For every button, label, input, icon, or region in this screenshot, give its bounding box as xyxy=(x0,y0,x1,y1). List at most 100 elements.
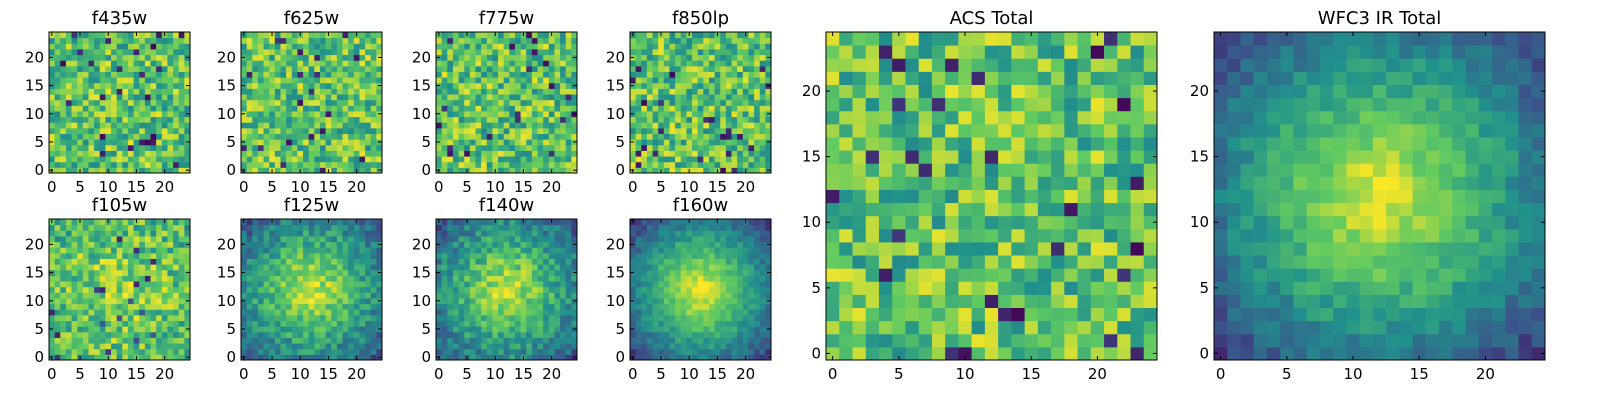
heatmap-cell xyxy=(565,235,572,243)
heatmap-cell xyxy=(531,354,539,361)
heatmap-cell xyxy=(342,161,349,168)
heatmap-cell xyxy=(303,71,310,78)
heatmap-cell xyxy=(82,343,89,350)
heatmap-cell xyxy=(94,337,101,344)
heatmap-cell xyxy=(359,275,366,282)
heatmap-cell xyxy=(531,320,539,327)
heatmap-cell xyxy=(765,127,772,135)
heatmap-cell xyxy=(486,297,493,305)
heatmap-cell xyxy=(498,343,505,350)
heatmap-cell xyxy=(692,275,699,282)
heatmap-cell xyxy=(458,65,465,72)
heatmap-cell xyxy=(88,77,95,84)
heatmap-cell xyxy=(150,54,157,61)
heatmap-cell xyxy=(565,309,572,316)
heatmap-cell xyxy=(348,269,355,276)
heatmap-cell xyxy=(503,37,510,44)
heatmap-cell xyxy=(246,139,253,146)
heatmap-cell xyxy=(178,219,185,226)
heatmap-cell xyxy=(348,156,355,163)
heatmap-cell xyxy=(641,94,648,101)
heatmap-cell xyxy=(49,314,56,322)
heatmap-cell xyxy=(252,94,259,101)
heatmap-cell xyxy=(754,127,761,135)
heatmap-cell xyxy=(458,241,465,248)
heatmap-cell xyxy=(754,286,761,293)
heatmap-cell xyxy=(652,326,659,333)
heatmap-cell xyxy=(54,105,61,112)
heatmap-cell xyxy=(150,88,157,95)
heatmap-cell xyxy=(376,127,383,135)
heatmap-cell xyxy=(241,161,248,168)
heatmap-cell xyxy=(133,264,140,271)
heatmap-cell xyxy=(94,150,101,157)
heatmap-cell xyxy=(94,281,101,288)
heatmap-cell xyxy=(257,314,265,322)
heatmap-cell xyxy=(308,224,315,231)
heatmap-cell xyxy=(376,43,383,50)
heatmap-cell xyxy=(122,314,129,322)
heatmap-cell xyxy=(54,99,61,106)
heatmap-cell xyxy=(514,77,522,84)
heatmap-cell xyxy=(252,150,259,157)
heatmap-cell xyxy=(370,32,377,39)
heatmap-cell xyxy=(646,343,654,350)
heatmap-cell xyxy=(481,252,488,259)
heatmap-cell xyxy=(697,337,704,344)
heatmap-cell xyxy=(150,269,157,276)
heatmap-cell xyxy=(336,252,344,259)
heatmap-cell xyxy=(571,77,578,84)
x-tick-label: 5 xyxy=(462,178,472,196)
heatmap-cell xyxy=(630,105,637,112)
heatmap-cell xyxy=(246,122,253,129)
heatmap-cell xyxy=(452,219,460,226)
heatmap-cell xyxy=(241,127,248,135)
heatmap-cell xyxy=(263,219,270,226)
heatmap-cell xyxy=(60,65,67,72)
heatmap-cell xyxy=(150,161,157,168)
heatmap-cell xyxy=(520,314,527,322)
heatmap-cell xyxy=(60,286,67,293)
heatmap-cell xyxy=(139,122,146,129)
heatmap-cell xyxy=(111,167,118,174)
heatmap-cell xyxy=(486,224,493,231)
heatmap-cell xyxy=(560,252,567,259)
heatmap-cell xyxy=(526,150,533,157)
x-tick-label: 0 xyxy=(239,365,249,383)
heatmap-cell xyxy=(658,161,665,168)
heatmap-cell xyxy=(526,65,533,72)
heatmap-cell xyxy=(537,32,544,39)
heatmap-cell xyxy=(754,309,761,316)
heatmap-cell xyxy=(543,32,550,39)
heatmap-cell xyxy=(49,258,56,265)
heatmap-cell xyxy=(274,88,281,95)
heatmap-cell xyxy=(748,60,755,67)
heatmap-cell xyxy=(269,252,276,259)
heatmap-cell xyxy=(88,230,95,237)
heatmap-cell xyxy=(178,150,185,157)
heatmap-cell xyxy=(241,343,248,350)
heatmap-cell xyxy=(127,161,135,168)
heatmap-cell xyxy=(697,94,704,101)
heatmap-cell xyxy=(99,127,106,135)
heatmap-cell xyxy=(475,252,482,259)
heatmap-cell xyxy=(308,309,315,316)
heatmap-cell xyxy=(348,32,355,39)
heatmap-cell xyxy=(447,292,454,299)
heatmap-cell xyxy=(481,331,488,338)
heatmap-cell xyxy=(675,37,682,44)
heatmap-cell xyxy=(526,156,533,163)
heatmap-cell xyxy=(286,48,293,56)
heatmap-cell xyxy=(308,264,315,271)
heatmap-cell xyxy=(60,314,67,322)
heatmap-cell xyxy=(520,303,527,310)
heatmap-cell xyxy=(486,156,493,163)
heatmap-cell xyxy=(481,94,488,101)
heatmap-cell xyxy=(308,247,315,254)
heatmap-cell xyxy=(49,105,56,112)
heatmap-cell xyxy=(60,37,67,44)
heatmap-cell xyxy=(765,348,772,355)
heatmap-cell xyxy=(554,54,561,61)
heatmap-cell xyxy=(297,241,304,248)
heatmap-cell xyxy=(469,303,476,310)
